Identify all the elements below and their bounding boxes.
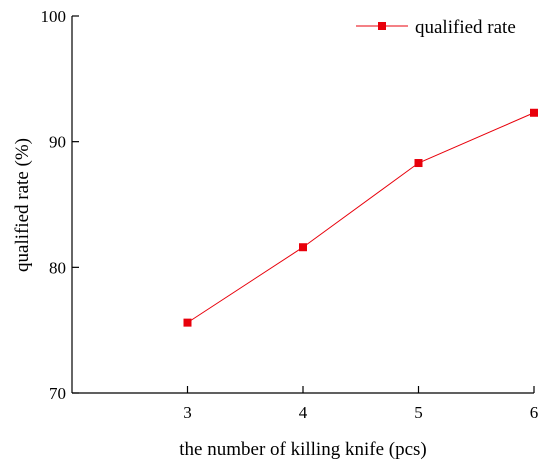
x-tick-label: 4 (299, 403, 308, 422)
x-ticks: 3 4 5 6 (183, 386, 538, 422)
series-layer (183, 108, 538, 327)
legend-label: qualified rate (415, 17, 516, 38)
y-tick-label: 80 (49, 258, 66, 277)
legend-marker (378, 22, 386, 30)
axes (71, 16, 534, 394)
y-tick-label: 90 (49, 133, 66, 152)
y-tick-label: 70 (49, 384, 66, 403)
x-axis-title: the number of killing knife (pcs) (179, 439, 426, 460)
series-line (187, 112, 535, 324)
y-axis-title: qualified rate (%) (12, 138, 33, 272)
y-tick-label: 100 (41, 7, 67, 26)
x-tick-label: 5 (414, 403, 423, 422)
x-tick-label: 6 (530, 403, 539, 422)
data-point (530, 108, 538, 117)
y-ticks: 70 80 90 100 (41, 7, 79, 403)
data-point (414, 159, 423, 168)
legend: qualified rate (356, 17, 516, 38)
data-point (299, 243, 307, 252)
x-tick-label: 3 (183, 403, 192, 422)
data-point (183, 318, 192, 327)
